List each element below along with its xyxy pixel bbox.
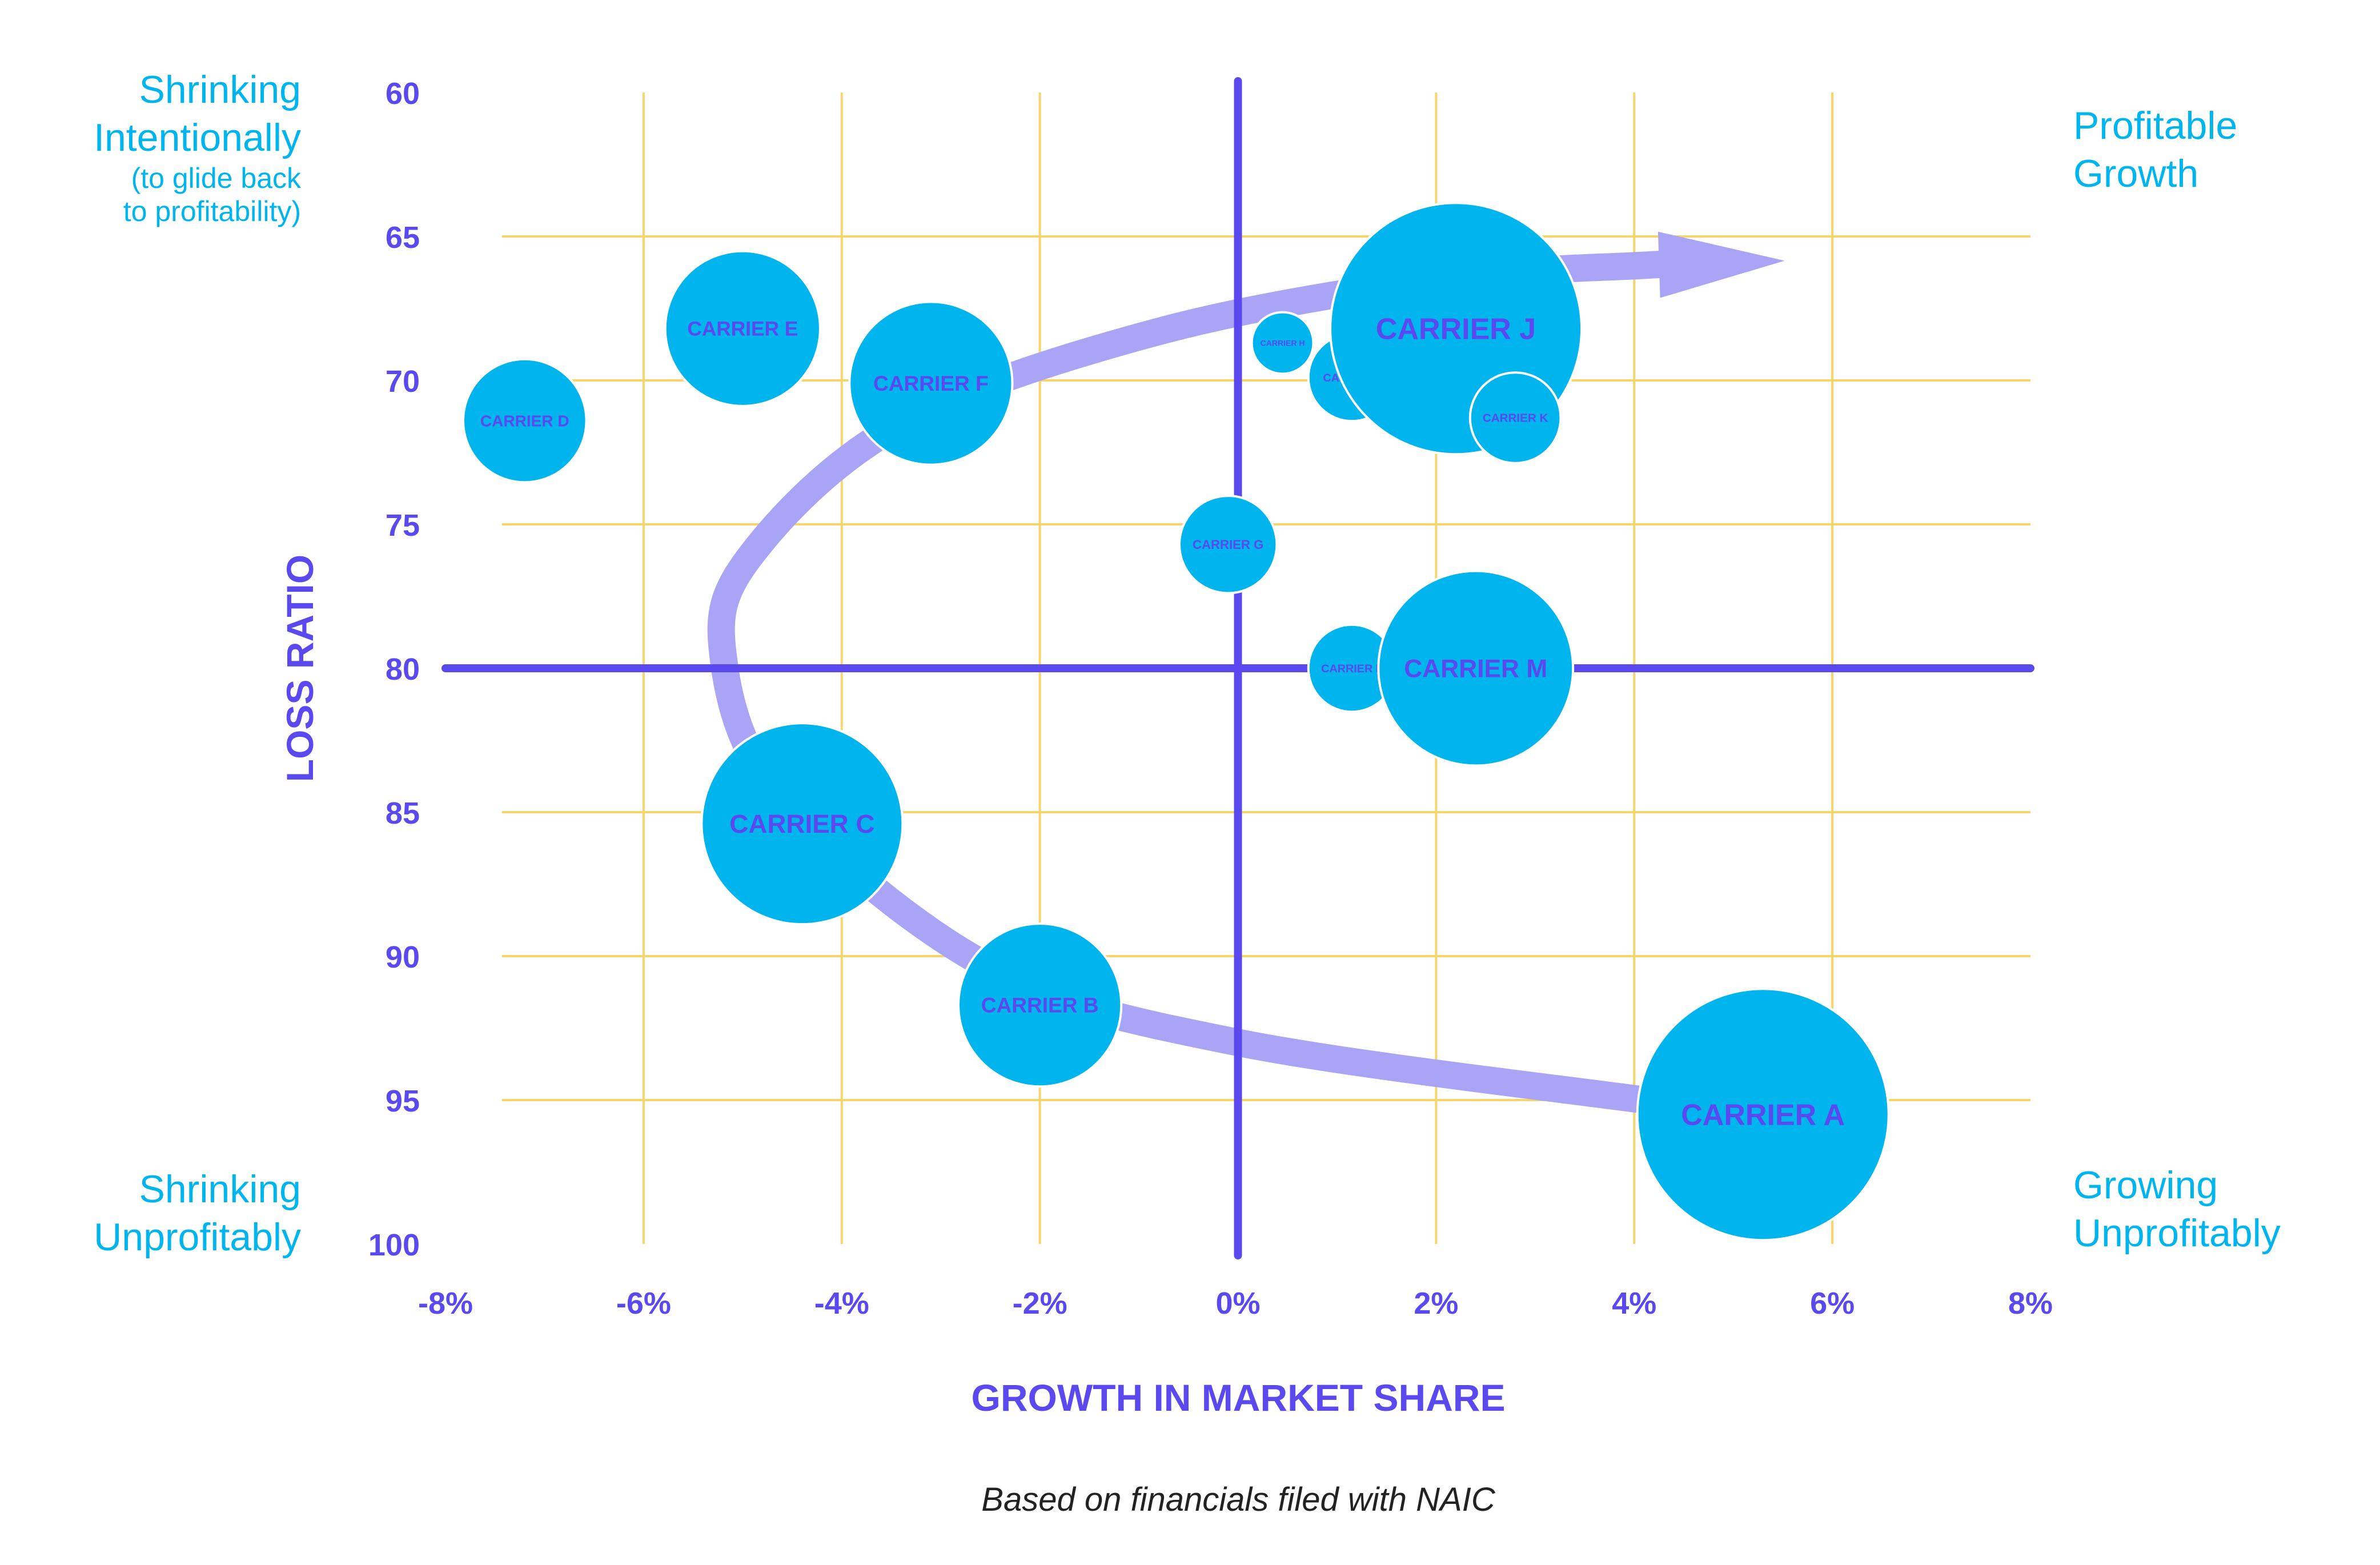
bubble-label: CARRIER K bbox=[1483, 412, 1548, 425]
bubble-carrier-c: CARRIER C bbox=[700, 722, 904, 926]
bubble-circle bbox=[700, 722, 904, 926]
bubble-circle bbox=[461, 358, 588, 484]
bubble-label: CARRIER A bbox=[1681, 1098, 1845, 1131]
bubble-circle bbox=[1377, 569, 1575, 767]
y-tick-label: 65 bbox=[386, 220, 420, 255]
x-tick-label: -8% bbox=[418, 1286, 473, 1321]
y-tick-label: 75 bbox=[386, 508, 420, 543]
bubble-label: CARRIER G bbox=[1193, 537, 1263, 552]
bubble-label: CARRIER F bbox=[873, 371, 989, 395]
y-tick-label: 90 bbox=[386, 940, 420, 974]
footnote: Based on financials filed with NAIC bbox=[981, 1481, 1496, 1518]
trend-arrow-head bbox=[1657, 231, 1785, 298]
bubble-label: CARRIER E bbox=[687, 318, 798, 340]
bubble-circle bbox=[664, 250, 821, 407]
bubble-carrier-b: CARRIER B bbox=[957, 922, 1123, 1088]
y-tick-label: 95 bbox=[386, 1084, 420, 1118]
x-tick-label: 2% bbox=[1414, 1286, 1458, 1321]
bubbles: CARRIER A CARRIER B CARRIER C CARRIER D CARR… bbox=[461, 202, 1890, 1242]
y-tick-label: 80 bbox=[386, 652, 420, 687]
y-tick-label: 100 bbox=[368, 1228, 420, 1262]
x-tick-label: 8% bbox=[2008, 1286, 2053, 1321]
bubble-circle bbox=[848, 300, 1014, 466]
quadrant-label-top-right: Profitable Growth bbox=[2073, 104, 2238, 195]
axis-ticks: -8% -6% -4% -2% 0% 2% 4% 6% 8% 60 65 70 75 80 85 90 95 10… bbox=[368, 77, 2053, 1321]
x-axis-label: GROWTH IN MARKET SHARE bbox=[972, 1377, 1506, 1419]
x-tick-label: 4% bbox=[1612, 1286, 1656, 1321]
bubble-circle bbox=[1468, 371, 1562, 464]
bubble-carrier-d: CARRIER D bbox=[461, 358, 588, 484]
x-tick-label: -2% bbox=[1013, 1286, 1067, 1321]
y-tick-label: 70 bbox=[386, 364, 420, 399]
bubble-label: CARRIER D bbox=[480, 412, 569, 430]
bubble-label: CARRIER B bbox=[981, 993, 1099, 1017]
bubble-circle bbox=[1636, 988, 1890, 1242]
bubble-carrier-a: CARRIER A bbox=[1636, 988, 1890, 1242]
bubble-carrier-h: CARRIER H bbox=[1250, 311, 1315, 375]
y-axis-label: LOSS RATIO bbox=[279, 555, 321, 782]
x-tick-label: -4% bbox=[814, 1286, 869, 1321]
bubble-circle bbox=[1250, 311, 1315, 375]
x-tick-label: 6% bbox=[1810, 1286, 1855, 1321]
bubble-circle bbox=[1178, 495, 1278, 595]
bubble-label: CARRIER L bbox=[1321, 663, 1383, 675]
y-tick-label: 85 bbox=[386, 796, 420, 830]
quadrant-note-top-left: (to glide back to profitability) bbox=[123, 162, 301, 227]
bubble-carrier-e: CARRIER E bbox=[664, 250, 821, 407]
bubble-carrier-f: CARRIER F bbox=[848, 300, 1014, 466]
bubble-label: CARRIER C bbox=[729, 809, 874, 838]
bubble-label: CARRIER M bbox=[1404, 655, 1547, 683]
bubble-label: CARRIER H bbox=[1261, 338, 1305, 347]
quadrant-label-top-left: Shrinking Intentionally bbox=[94, 68, 301, 159]
bubble-carrier-m: CARRIER M bbox=[1377, 569, 1575, 767]
bubble-carrier-l: CARRIER L bbox=[1307, 623, 1397, 713]
y-tick-label: 60 bbox=[386, 77, 420, 111]
x-tick-label: -6% bbox=[616, 1286, 671, 1321]
quadrant-label-bottom-left: Shrinking Unprofitably bbox=[94, 1167, 301, 1259]
bubble-carrier-g: CARRIER G bbox=[1178, 495, 1278, 595]
bubble-carrier-k: CARRIER K bbox=[1468, 371, 1562, 464]
bubble-circle bbox=[957, 922, 1123, 1088]
bubble-label: CARRIER J bbox=[1376, 312, 1536, 346]
x-tick-label: 0% bbox=[1215, 1286, 1260, 1321]
quadrant-label-bottom-right: Growing Unprofitably bbox=[2073, 1163, 2281, 1255]
quadrant-dividers bbox=[442, 77, 2034, 1259]
